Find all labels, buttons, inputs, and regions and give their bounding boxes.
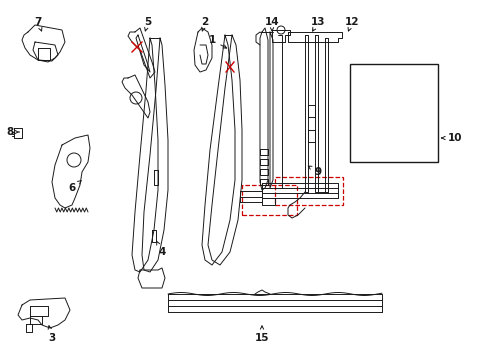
Text: 3: 3 (48, 326, 56, 343)
Text: 7: 7 (34, 17, 42, 31)
Text: 13: 13 (310, 17, 325, 31)
Text: 4: 4 (156, 241, 165, 257)
Text: 5: 5 (144, 17, 151, 31)
Text: 9: 9 (307, 166, 321, 177)
Text: 8: 8 (6, 127, 19, 137)
Text: 10: 10 (441, 133, 461, 143)
Text: 6: 6 (68, 181, 81, 193)
Text: 11: 11 (360, 141, 374, 160)
Text: 2: 2 (201, 17, 208, 31)
Text: 14: 14 (264, 17, 279, 31)
Text: 12: 12 (344, 17, 359, 31)
Bar (349, 64, 437, 162)
Text: 15: 15 (254, 326, 269, 343)
Bar (242, 185, 296, 215)
Text: 1: 1 (208, 35, 226, 48)
Bar (274, 177, 342, 205)
